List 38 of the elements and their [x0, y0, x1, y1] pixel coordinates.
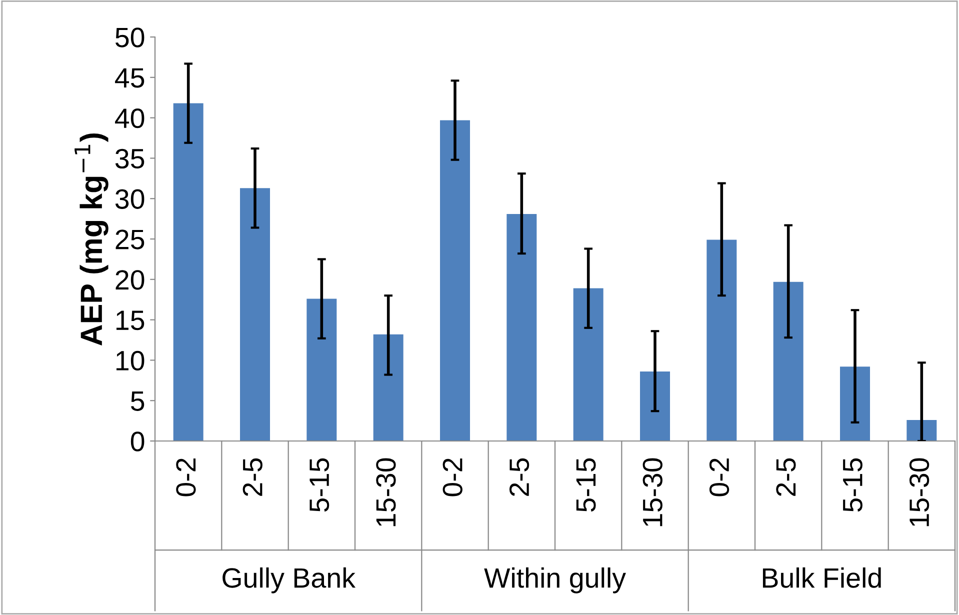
bar — [773, 282, 804, 441]
y-tick-label: 25 — [116, 230, 144, 250]
bar — [640, 372, 670, 441]
y-tick-label: 40 — [115, 108, 144, 128]
y-tick-label: 35 — [115, 148, 144, 169]
text: Within gully — [484, 567, 626, 594]
x-tick-label: 5-15 — [576, 458, 596, 512]
y-tick-label: 45 — [115, 68, 144, 88]
y-tick-label: 0 — [130, 432, 144, 452]
x-tick-label: 5-15 — [843, 458, 862, 512]
bar — [306, 298, 337, 441]
bar — [573, 288, 604, 441]
x-tick-label: 2-5 — [509, 458, 530, 496]
text: Gully Bank — [222, 567, 356, 594]
text: Bulk Field — [762, 567, 881, 588]
bar — [840, 366, 870, 441]
y-tick-label: 30 — [115, 189, 144, 209]
x-tick-label: 0-2 — [176, 458, 196, 496]
bar — [506, 214, 537, 441]
y-axis-title: AEP (mg kg$^{−1}$) — [74, 133, 108, 346]
y-tick-label: 15 — [116, 310, 144, 330]
bar — [240, 188, 270, 441]
y-tick-label: 5 — [130, 392, 144, 411]
x-tick-label: 2-5 — [242, 458, 262, 496]
bar — [440, 120, 470, 441]
x-tick-label: 15-30 — [909, 458, 930, 526]
x-tick-label: 0-2 — [709, 458, 730, 496]
x-tick-label: 0-2 — [442, 458, 462, 496]
bar — [373, 334, 404, 441]
x-tick-label: 15-30 — [642, 458, 662, 526]
x-tick-label: 2-5 — [776, 458, 796, 496]
y-tick-label: 20 — [116, 270, 144, 290]
y-tick-label: 10 — [116, 350, 144, 371]
x-tick-label: 5-15 — [310, 458, 330, 512]
x-tick-label: 15-30 — [376, 458, 396, 526]
y-tick-label: 50 — [115, 28, 144, 48]
bar — [173, 103, 204, 441]
bar — [706, 240, 737, 441]
